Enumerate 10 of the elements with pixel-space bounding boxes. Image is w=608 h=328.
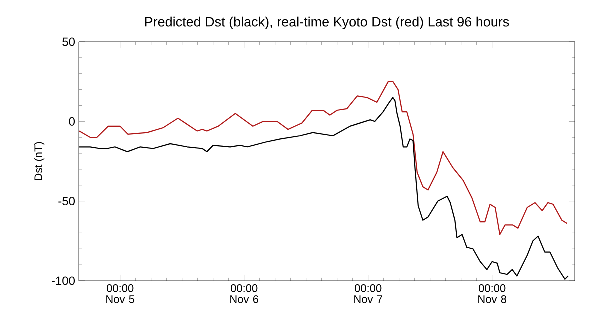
y-tick-label: -50: [58, 197, 76, 206]
y-tick-label: -100: [52, 276, 76, 286]
x-tick-label: 00:00 Nov 6: [230, 284, 259, 304]
x-tick-label: 00:00 Nov 5: [106, 284, 135, 304]
y-tick-label: 50: [62, 38, 76, 46]
x-tick-label: 00:00 Nov 7: [354, 284, 382, 304]
x-tick-label: 00:00 Nov 8: [478, 284, 507, 304]
chart-title: Predicted Dst (black), real-time Kyoto Dst (red) Last 96 hours: [145, 16, 510, 30]
y-axis-title: Dst (nT): [34, 142, 45, 180]
y-tick-label: 0: [69, 117, 76, 126]
